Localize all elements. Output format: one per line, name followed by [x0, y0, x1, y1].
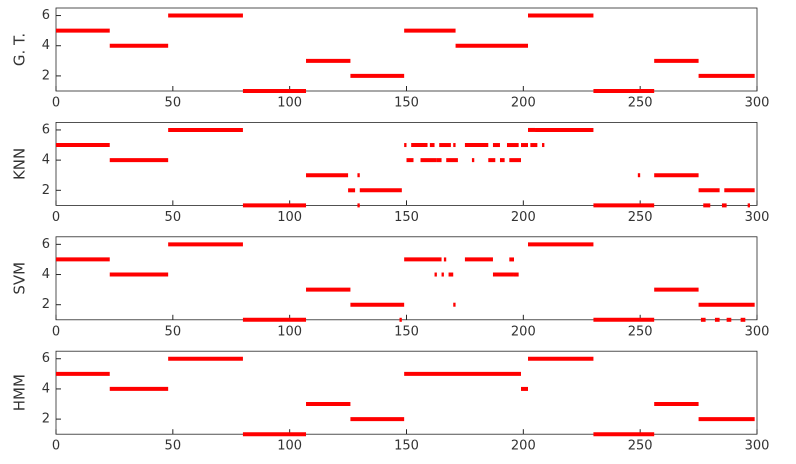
x-tick-label: 250	[628, 210, 653, 225]
axes-box	[55, 236, 758, 321]
y-axis-label: HMM	[11, 374, 29, 411]
x-tick-label: 50	[165, 96, 182, 111]
axes-box	[55, 350, 758, 435]
x-tick-label: 50	[165, 324, 182, 339]
x-tick-label: 150	[394, 210, 419, 225]
x-tick-label: 300	[745, 96, 770, 111]
x-tick-label: 300	[745, 210, 770, 225]
x-tick-label: 250	[628, 324, 653, 339]
x-tick-label: 100	[277, 96, 302, 111]
y-tick-label: 4	[42, 153, 50, 168]
x-tick-label: 50	[165, 439, 182, 454]
y-tick-label: 6	[42, 237, 50, 252]
x-tick-label: 150	[394, 96, 419, 111]
y-tick-label: 6	[42, 122, 50, 137]
y-tick-label: 2	[42, 183, 50, 198]
y-tick-label: 6	[42, 8, 50, 23]
y-tick-label: 6	[42, 351, 50, 366]
y-tick-label: 2	[42, 412, 50, 427]
x-tick-label: 200	[511, 324, 536, 339]
y-tick-label: 4	[42, 267, 50, 282]
x-tick-label: 200	[511, 96, 536, 111]
y-tick-label: 4	[42, 38, 50, 53]
y-axis-label: KNN	[11, 148, 29, 180]
axes-box	[55, 7, 758, 92]
x-tick-label: 0	[52, 210, 60, 225]
x-tick-label: 150	[394, 439, 419, 454]
x-tick-label: 200	[511, 439, 536, 454]
x-tick-label: 50	[165, 210, 182, 225]
axes-box	[55, 122, 758, 206]
x-tick-label: 150	[394, 324, 419, 339]
x-tick-label: 100	[277, 210, 302, 225]
y-tick-label: 2	[42, 297, 50, 312]
x-tick-label: 100	[277, 324, 302, 339]
x-tick-label: 300	[745, 324, 770, 339]
x-tick-label: 200	[511, 210, 536, 225]
y-axis-label: G. T.	[11, 33, 29, 66]
x-tick-label: 0	[52, 439, 60, 454]
x-tick-label: 0	[52, 96, 60, 111]
y-tick-label: 4	[42, 381, 50, 396]
y-axis-label: SVM	[11, 262, 29, 295]
x-tick-label: 250	[628, 96, 653, 111]
y-tick-label: 2	[42, 68, 50, 83]
x-tick-label: 250	[628, 439, 653, 454]
x-tick-label: 100	[277, 439, 302, 454]
x-tick-label: 300	[745, 439, 770, 454]
x-tick-label: 0	[52, 324, 60, 339]
